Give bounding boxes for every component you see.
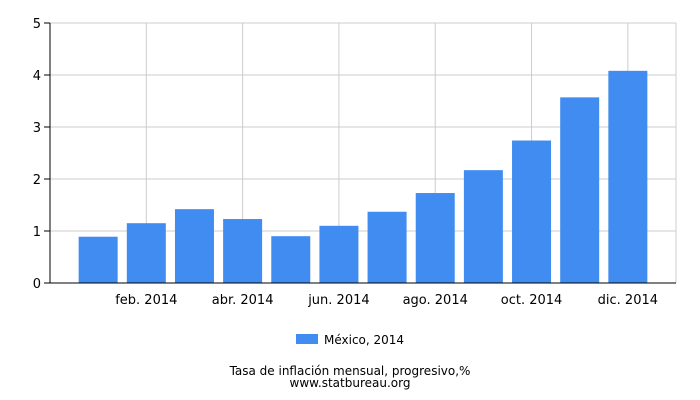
y-tick-labels: 0 1 2 3 4 5 <box>33 17 41 292</box>
y-tick-label: 1 <box>33 225 41 240</box>
bar <box>78 236 118 283</box>
bar <box>319 225 359 283</box>
bar <box>415 193 455 283</box>
legend-label: México, 2014 <box>324 333 404 347</box>
axes <box>44 22 676 284</box>
x-tick-label: dic. 2014 <box>598 293 658 308</box>
x-tick-label: abr. 2014 <box>212 293 274 308</box>
y-tick-label: 5 <box>33 17 41 32</box>
bar <box>560 97 600 283</box>
bar <box>126 223 166 283</box>
bar <box>367 211 407 283</box>
bar <box>271 236 311 283</box>
x-tick-label: jun. 2014 <box>307 293 369 308</box>
bar <box>174 209 214 283</box>
gridlines <box>50 22 677 283</box>
x-tick-label: ago. 2014 <box>403 293 468 308</box>
x-tick-labels: feb. 2014 abr. 2014 jun. 2014 ago. 2014 oct.… <box>115 293 658 308</box>
bar <box>223 219 263 283</box>
bar <box>608 70 648 283</box>
y-tick-label: 4 <box>33 69 41 84</box>
y-tick-label: 0 <box>33 277 41 292</box>
chart-caption: Tasa de inflación mensual, progresivo,% <box>229 364 471 378</box>
legend: México, 2014 <box>296 333 404 347</box>
x-tick-label: oct. 2014 <box>501 293 563 308</box>
bar <box>463 170 503 283</box>
bars <box>78 70 648 283</box>
legend-swatch <box>296 334 318 344</box>
bar <box>512 140 552 283</box>
y-tick-label: 2 <box>33 173 41 188</box>
y-tick-label: 3 <box>33 121 41 136</box>
source-url: www.statbureau.org <box>290 376 411 390</box>
x-tick-label: feb. 2014 <box>115 293 177 308</box>
